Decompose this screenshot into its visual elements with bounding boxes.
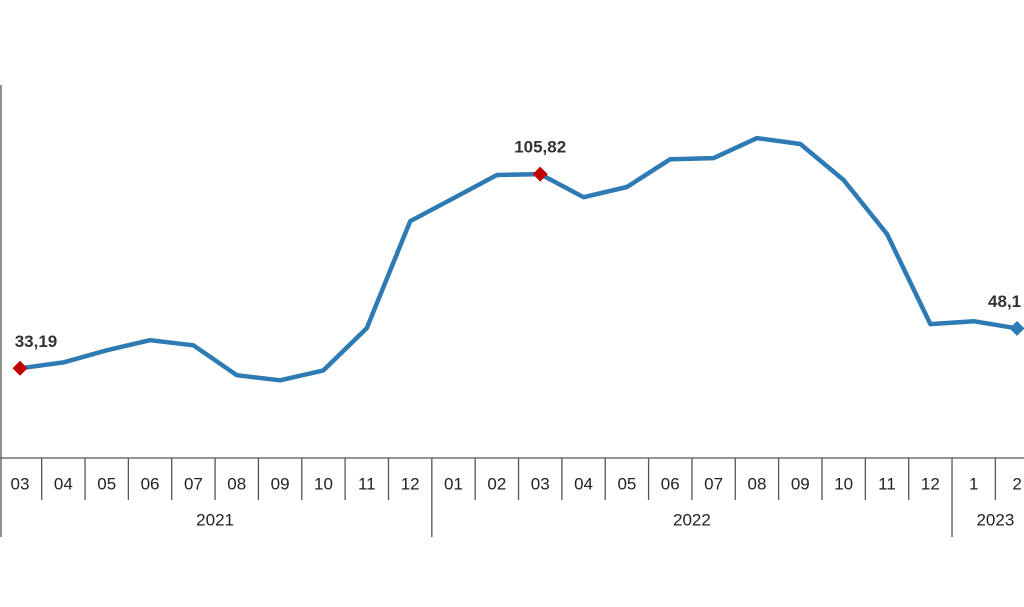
data-label: 33,19 — [15, 332, 58, 351]
x-tick-label: 04 — [54, 474, 73, 493]
x-tick-label: 09 — [791, 474, 810, 493]
marker — [1009, 320, 1024, 336]
x-tick-label: 02 — [487, 474, 506, 493]
x-tick-label: 03 — [11, 474, 30, 493]
data-label: 48,1 — [988, 292, 1021, 311]
x-tick-label: 08 — [227, 474, 246, 493]
x-tick-label: 03 — [531, 474, 550, 493]
year-label: 2022 — [673, 510, 711, 529]
data-label: 105,82 — [514, 138, 566, 157]
x-tick-label: 05 — [97, 474, 116, 493]
x-tick-label: 01 — [444, 474, 463, 493]
x-tick-label: 11 — [878, 474, 896, 493]
x-tick-label: 2 — [1012, 474, 1021, 493]
x-tick-label: 07 — [184, 474, 203, 493]
x-tick-label: 04 — [574, 474, 593, 493]
x-tick-label: 05 — [617, 474, 636, 493]
x-tick-label: 10 — [834, 474, 853, 493]
x-tick-label: 09 — [271, 474, 290, 493]
year-label: 2023 — [976, 510, 1014, 529]
x-tick-label: 12 — [921, 474, 940, 493]
line — [19, 135, 1018, 383]
x-tick-label: 10 — [314, 474, 333, 493]
marker — [12, 360, 28, 376]
x-tick-label: 06 — [141, 474, 160, 493]
x-tick-label: 06 — [661, 474, 680, 493]
x-tick-label: 07 — [704, 474, 723, 493]
x-tick-label: 1 — [969, 474, 978, 493]
year-label: 2021 — [196, 510, 234, 529]
marker — [532, 166, 548, 182]
x-tick-label: 11 — [358, 474, 376, 493]
x-tick-label: 12 — [401, 474, 420, 493]
x-tick-label: 08 — [747, 474, 766, 493]
